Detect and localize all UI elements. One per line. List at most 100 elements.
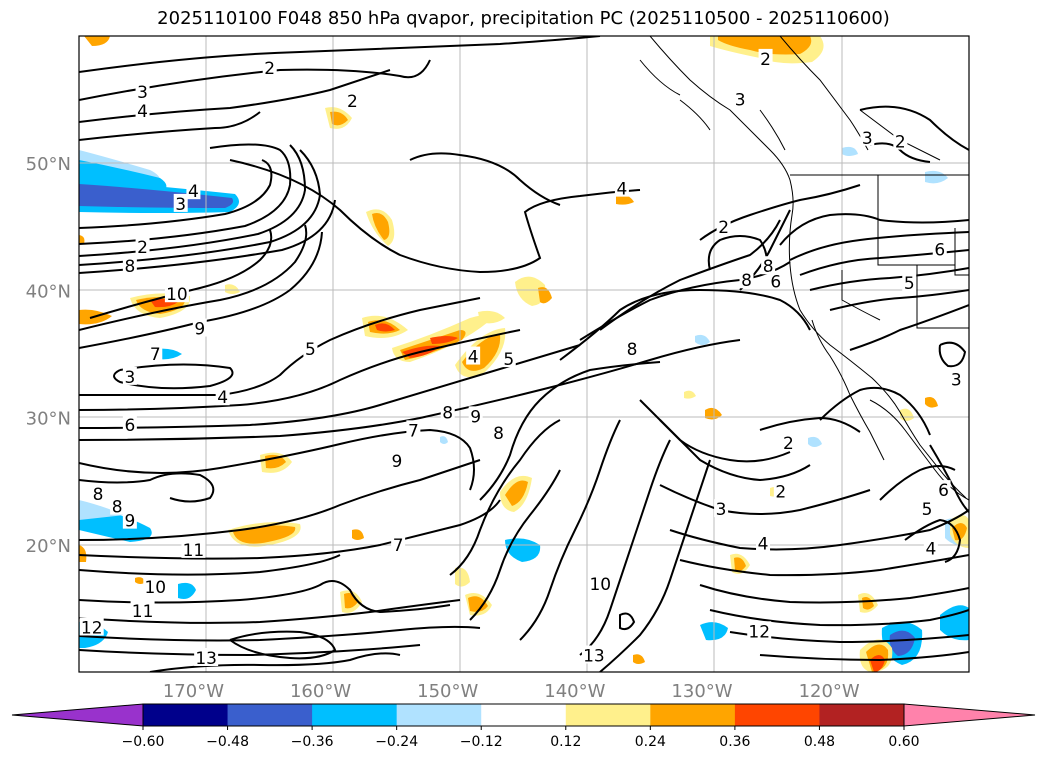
contour-label: 11 xyxy=(132,602,154,622)
colorbar-segment xyxy=(565,704,651,726)
contour-label-bg xyxy=(194,648,219,667)
contour-label: 6 xyxy=(124,416,135,436)
contour-label-bg xyxy=(215,387,230,406)
contour-label: 8 xyxy=(93,485,104,505)
contour-label-bg xyxy=(932,239,947,258)
contour-label-bg xyxy=(893,131,908,150)
contour-label: 11 xyxy=(183,541,205,561)
contour-label-bg xyxy=(143,576,168,595)
contour-label: 2 xyxy=(775,482,786,502)
contour-label: 9 xyxy=(124,512,135,532)
contour-label-bg xyxy=(588,574,613,593)
contour-label: 9 xyxy=(470,407,481,427)
contour-label: 6 xyxy=(770,272,781,292)
contour-label-bg xyxy=(122,366,137,385)
contour-label: 5 xyxy=(305,340,316,360)
contour-label-bg xyxy=(164,284,189,303)
contour-label-bg xyxy=(949,369,964,388)
contour-label-bg xyxy=(468,406,483,425)
longitude-tick-label: 160°W xyxy=(290,681,351,702)
contour-label: 6 xyxy=(938,481,949,501)
contour-label-bg xyxy=(902,272,917,291)
contour-label: 13 xyxy=(583,646,605,666)
contour-label-bg xyxy=(860,127,875,146)
colorbar-label: 0.36 xyxy=(719,734,750,750)
contour-label-bg xyxy=(186,181,201,200)
contour-label: 4 xyxy=(758,535,769,555)
contour-label-bg xyxy=(122,415,137,434)
latitude-tick-label: 30°N xyxy=(26,409,71,430)
contour-label: 4 xyxy=(616,180,627,200)
contour-label-bg xyxy=(79,617,104,636)
contour-label: 13 xyxy=(195,649,217,669)
contour-label-bg xyxy=(135,81,150,100)
contour-label: 8 xyxy=(442,404,453,424)
contour-label: 3 xyxy=(862,129,873,149)
latitude-tick-labels: 20°N 30°N 40°N 50°N xyxy=(26,154,71,557)
contour-label: 3 xyxy=(124,368,135,388)
contour-label: 7 xyxy=(150,345,161,365)
contour-label-bg xyxy=(923,538,938,557)
contour-label-bg xyxy=(262,57,277,76)
colorbar-segment xyxy=(396,704,482,726)
contour-label: 2 xyxy=(718,218,729,238)
contour-label: 7 xyxy=(408,421,419,441)
contour-label: 8 xyxy=(124,257,135,277)
map-panel xyxy=(79,36,969,672)
precip-shading xyxy=(79,36,969,672)
contour-label-bg xyxy=(747,621,772,640)
colorbar-label: −0.60 xyxy=(122,734,165,750)
contour-label: 3 xyxy=(716,500,727,520)
contour-label-bg xyxy=(739,270,754,289)
colorbar-label: 0.24 xyxy=(635,734,666,750)
contour-label-bg xyxy=(625,338,640,357)
contour-label: 4 xyxy=(188,182,199,202)
colorbar-segment xyxy=(143,704,229,726)
contour-label-bg xyxy=(761,256,776,275)
contour-label: 8 xyxy=(741,271,752,291)
contour-label: 2 xyxy=(895,133,906,153)
contour-label: 2 xyxy=(760,50,771,70)
latitude-tick-label: 40°N xyxy=(26,281,71,302)
map-title: 2025110100 F048 850 hPa qvapor, precipit… xyxy=(157,8,890,29)
colorbar-under-arrow xyxy=(11,703,144,727)
contour-label-bg xyxy=(756,533,771,552)
contour-label: 12 xyxy=(748,622,770,642)
contour-label-bg xyxy=(173,193,188,212)
latitude-tick-label: 50°N xyxy=(26,154,71,175)
colorbar-segment xyxy=(819,704,905,726)
contour-label-bg xyxy=(466,346,481,365)
contour-label: 8 xyxy=(493,424,504,444)
contour-label: 3 xyxy=(735,91,746,111)
contour-label-bg xyxy=(110,496,125,515)
contour-label-bg xyxy=(122,256,137,275)
longitude-tick-label: 150°W xyxy=(417,681,478,702)
colorbar-segment xyxy=(312,704,398,726)
contour-label: 9 xyxy=(194,320,205,340)
contour-label: 2 xyxy=(137,238,148,258)
longitude-tick-labels: 170°W 160°W 150°W 140°W 130°W 120°W xyxy=(163,681,860,702)
contour-label-bg xyxy=(391,534,406,553)
colorbar-label: 0.12 xyxy=(550,734,581,750)
contour-label-bg xyxy=(135,237,150,256)
contour-label-bg xyxy=(936,480,951,499)
colorbar-label: −0.48 xyxy=(206,734,249,750)
contour-label-bg xyxy=(758,48,773,67)
contour-label: 2 xyxy=(783,434,794,454)
contour-label-bg xyxy=(122,510,137,529)
contour-label-bg xyxy=(148,344,163,362)
longitude-tick-label: 140°W xyxy=(544,681,605,702)
contour-label: 3 xyxy=(175,195,186,215)
contour-label: 5 xyxy=(904,274,915,294)
contour-label-bg xyxy=(733,89,748,108)
colorbar-segment xyxy=(481,704,567,726)
colorbar-segment xyxy=(734,704,820,726)
contour-label: 9 xyxy=(391,452,402,472)
longitude-tick-label: 120°W xyxy=(799,681,860,702)
contour-label: 7 xyxy=(393,536,404,556)
contour-label-bg xyxy=(91,483,106,502)
colorbar-label: 0.48 xyxy=(804,734,835,750)
contour-label: 4 xyxy=(217,388,228,408)
contour-label: 8 xyxy=(112,498,123,518)
colorbar-label: −0.12 xyxy=(460,734,503,750)
